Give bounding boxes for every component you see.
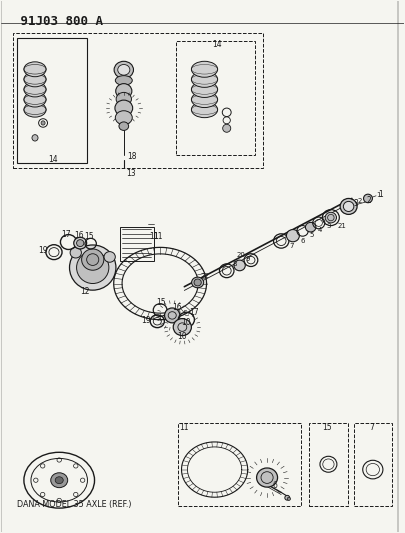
Ellipse shape xyxy=(51,473,68,488)
Ellipse shape xyxy=(104,252,115,262)
Text: 10: 10 xyxy=(181,318,191,327)
Ellipse shape xyxy=(24,62,46,77)
Ellipse shape xyxy=(192,92,217,108)
Text: 8: 8 xyxy=(232,261,237,267)
Ellipse shape xyxy=(192,61,217,77)
Ellipse shape xyxy=(41,121,45,125)
Text: 10: 10 xyxy=(177,332,187,341)
Text: 19: 19 xyxy=(38,246,48,255)
Ellipse shape xyxy=(192,71,217,87)
Ellipse shape xyxy=(114,61,134,78)
Ellipse shape xyxy=(70,247,81,258)
Ellipse shape xyxy=(70,245,116,290)
Text: 16: 16 xyxy=(173,303,182,312)
Text: 20: 20 xyxy=(237,252,245,258)
Ellipse shape xyxy=(74,237,87,249)
Text: 13: 13 xyxy=(126,169,136,179)
Text: 2: 2 xyxy=(358,198,362,204)
Ellipse shape xyxy=(118,64,130,75)
Ellipse shape xyxy=(24,82,46,97)
Ellipse shape xyxy=(234,260,245,271)
Ellipse shape xyxy=(24,102,46,117)
Ellipse shape xyxy=(116,84,132,99)
Ellipse shape xyxy=(24,72,46,87)
Ellipse shape xyxy=(192,82,217,98)
Text: 18: 18 xyxy=(127,152,136,161)
Text: 17: 17 xyxy=(61,230,71,239)
Ellipse shape xyxy=(223,124,231,132)
Text: 9: 9 xyxy=(245,255,250,262)
Text: 7: 7 xyxy=(289,243,294,249)
Text: 14: 14 xyxy=(48,155,58,164)
Ellipse shape xyxy=(257,468,277,487)
Text: 22: 22 xyxy=(200,273,209,279)
Text: 11: 11 xyxy=(153,232,163,241)
Text: 14: 14 xyxy=(212,40,222,49)
Ellipse shape xyxy=(343,201,354,212)
Text: 4: 4 xyxy=(318,228,322,233)
Text: 15: 15 xyxy=(85,232,94,241)
Text: 1: 1 xyxy=(379,190,383,199)
Text: 91J03 800 A: 91J03 800 A xyxy=(13,15,103,28)
Ellipse shape xyxy=(287,497,290,500)
Ellipse shape xyxy=(285,495,290,500)
Text: 15: 15 xyxy=(156,298,166,307)
Ellipse shape xyxy=(364,194,373,203)
Text: DANA MODEL 35 AXLE (REF.): DANA MODEL 35 AXLE (REF.) xyxy=(17,500,131,509)
Ellipse shape xyxy=(194,279,201,286)
Ellipse shape xyxy=(325,212,337,223)
Ellipse shape xyxy=(173,319,192,336)
Bar xyxy=(13,33,263,168)
Text: 15: 15 xyxy=(322,423,332,432)
Text: 19: 19 xyxy=(141,316,151,325)
Text: 2: 2 xyxy=(367,196,371,205)
Ellipse shape xyxy=(286,230,299,242)
Ellipse shape xyxy=(77,240,84,247)
Ellipse shape xyxy=(77,252,109,284)
Text: 6: 6 xyxy=(273,481,277,490)
Ellipse shape xyxy=(340,198,357,214)
Bar xyxy=(17,38,87,163)
Ellipse shape xyxy=(192,277,204,288)
Bar xyxy=(176,41,255,155)
Ellipse shape xyxy=(115,111,132,125)
Text: 21: 21 xyxy=(337,223,346,229)
Text: 6: 6 xyxy=(301,238,305,244)
Bar xyxy=(178,423,301,506)
Ellipse shape xyxy=(82,249,104,270)
Ellipse shape xyxy=(116,92,132,106)
Bar xyxy=(309,423,348,506)
Ellipse shape xyxy=(24,92,46,107)
Text: 11: 11 xyxy=(179,423,189,432)
Ellipse shape xyxy=(32,135,38,141)
Text: 12: 12 xyxy=(81,287,90,296)
Text: 5: 5 xyxy=(309,232,313,238)
Ellipse shape xyxy=(119,122,129,131)
Ellipse shape xyxy=(55,477,63,483)
Text: 1: 1 xyxy=(376,192,380,198)
Ellipse shape xyxy=(87,254,99,265)
Text: 16: 16 xyxy=(74,231,83,240)
Ellipse shape xyxy=(164,308,180,323)
Text: 3: 3 xyxy=(326,223,330,229)
Text: 11: 11 xyxy=(149,232,159,241)
Bar xyxy=(120,227,154,261)
Text: 7: 7 xyxy=(370,423,375,432)
Ellipse shape xyxy=(192,102,217,118)
Text: 17: 17 xyxy=(189,308,198,317)
Ellipse shape xyxy=(115,100,133,116)
Ellipse shape xyxy=(115,76,132,85)
Text: 3: 3 xyxy=(354,199,358,208)
Ellipse shape xyxy=(305,222,316,232)
Bar xyxy=(354,423,392,506)
